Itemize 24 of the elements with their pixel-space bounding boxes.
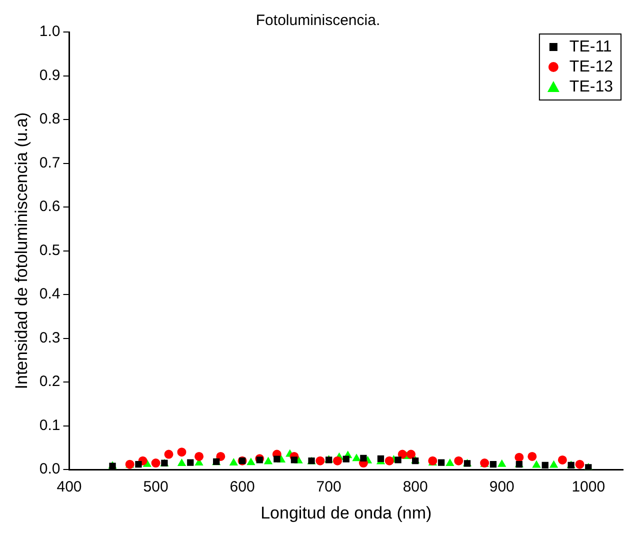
y-tick-label: 0.3	[39, 329, 60, 346]
x-tick-label: 800	[402, 478, 428, 496]
y-tick-label: 0.2	[39, 373, 60, 390]
y-tick-label: 0.8	[39, 110, 60, 128]
x-tick-label: 600	[230, 478, 255, 496]
y-tick-label: 0.7	[39, 154, 60, 172]
x-tick-label: 1000	[572, 478, 606, 496]
y-axis-title: Intensidad de fotoluminiscencia (u.a)	[12, 112, 31, 390]
y-tick-label: 1.0	[39, 23, 60, 40]
x-tick-label: 900	[489, 478, 514, 496]
legend-label: TE-11	[569, 38, 612, 56]
y-tick-label: 0.4	[39, 286, 60, 303]
y-tick-label: 0.9	[39, 66, 60, 84]
y-tick-label: 0.5	[39, 242, 60, 259]
legend-label: TE-13	[569, 78, 614, 96]
y-tick-label: 0.6	[39, 198, 60, 216]
x-tick-label: 400	[56, 478, 82, 496]
x-axis-title: Longitud de onda (nm)	[260, 503, 432, 522]
x-tick-label: 700	[316, 478, 342, 496]
y-tick-label: 0.1	[39, 416, 60, 434]
legend-label: TE-12	[569, 58, 614, 76]
chart-title: Fotoluminiscencia.	[256, 12, 380, 30]
x-tick-label: 500	[143, 478, 168, 496]
y-tick-label: 0.0	[39, 460, 60, 478]
